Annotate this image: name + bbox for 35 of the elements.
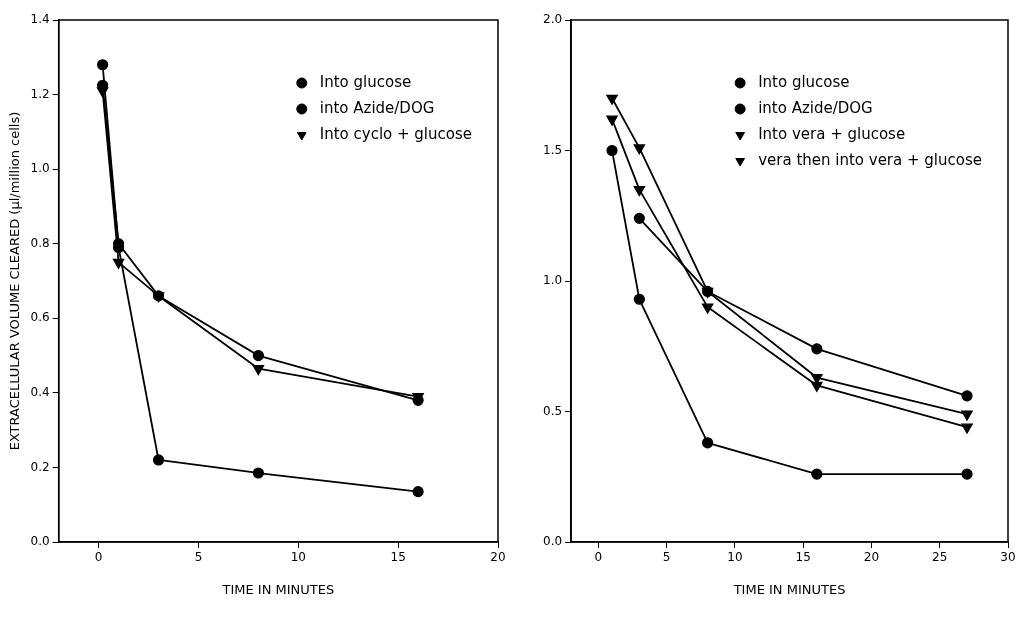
y-tick-label: 1.4 [30,12,50,27]
y-tick-label: 0.8 [30,235,50,250]
legend-label: Into cyclo + glucose [319,124,473,143]
y-tick-label: 0.4 [30,384,50,399]
x-tick-label: 20 [490,550,506,565]
legend-label: vera then into vera + glucose [758,150,982,169]
x-axis-title: TIME IN MINUTES [732,581,846,597]
y-axis-title: EXTRACELLULAR VOLUME CLEARED (µl/million cells) [7,111,23,451]
x-tick-label: 0 [94,550,103,565]
legend-label: Into vera + glucose [758,124,906,143]
legend-label: into Azide/DOG [319,98,435,117]
y-tick-label: 1.5 [542,142,563,157]
x-tick-label: 10 [727,550,743,565]
x-tick-label: 25 [932,550,948,565]
x-tick-label: 5 [662,550,671,565]
y-tick-label: 2.0 [542,12,563,27]
x-tick-label: 5 [194,550,203,565]
legend-label: Into glucose [319,72,412,91]
y-tick-label: 0.0 [30,534,50,549]
y-tick-label: 1.0 [542,273,563,288]
legend-label: into Azide/DOG [758,98,873,117]
y-tick-label: 0.2 [30,459,50,474]
legend-label: Into glucose [758,72,850,91]
y-tick-label: 1.2 [30,86,50,101]
x-tick-label: 20 [863,550,880,565]
x-tick-label: 30 [1000,550,1016,565]
x-axis-title: TIME IN MINUTES [221,581,335,597]
y-tick-label: 1.0 [30,161,50,176]
x-tick-label: 15 [795,550,811,565]
x-tick-label: 10 [290,550,306,565]
x-tick-label: 15 [390,550,406,565]
y-tick-label: 0.0 [542,534,563,549]
x-tick-label: 0 [594,550,603,565]
y-tick-label: 0.5 [542,403,563,418]
y-tick-label: 0.6 [30,310,50,325]
